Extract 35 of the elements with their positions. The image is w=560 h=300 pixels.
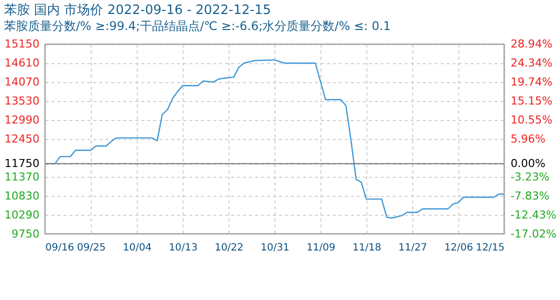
x-tick-label: 09/16 [45,242,74,254]
x-tick-label: 09/25 [76,242,106,254]
y-tick-label: 12990 [4,114,40,127]
y2-tick-label: 24.34% [510,56,552,70]
y-tick-label: 14610 [4,56,40,70]
x-tick-label: 10/04 [122,242,152,254]
x-tick-label: 10/31 [260,242,290,254]
y2-tick-label: 0.00% [510,157,546,170]
y2-tick-label: 10.55% [510,114,552,127]
y-tick-label: 11370 [4,170,40,184]
y2-tick-label: -3.23% [510,170,550,184]
x-tick-label: 12/06 [444,242,474,254]
y-tick-label: 15150 [4,38,40,51]
y2-tick-label: 19.74% [510,76,552,89]
y-tick-label: 10290 [4,208,40,222]
x-tick-label: 10/22 [214,242,244,254]
x-tick-label: 12/15 [476,242,505,254]
x-tick-label: 11/18 [352,242,382,254]
y-tick-label: 9750 [12,227,40,240]
y-tick-label: 13530 [4,94,40,108]
y2-tick-label: -17.02% [510,227,556,240]
y2-tick-label: 15.15% [510,94,552,108]
chart-title: 苯胺 国内 市场价 2022-09-16 - 2022-12-15 [4,3,272,18]
y2-tick-label: -7.83% [510,189,550,202]
x-tick-label: 11/27 [398,242,428,254]
y-tick-label: 14070 [4,76,40,89]
y2-tick-label: 28.94% [510,38,552,51]
y-tick-label: 11750 [4,157,40,170]
y-tick-label: 10830 [4,189,40,202]
chart-subtitle: 苯胺质量分数/% ≥:99.4;干品结晶点/℃ ≥:-6.6;水分质量分数/% ≤: 0.1 [4,19,391,34]
y-tick-label: 12450 [4,132,40,146]
x-tick-label: 10/13 [168,242,198,254]
y2-tick-label: 5.96% [510,132,546,146]
y2-tick-label: -12.43% [510,208,556,222]
x-tick-label: 11/09 [306,242,336,254]
